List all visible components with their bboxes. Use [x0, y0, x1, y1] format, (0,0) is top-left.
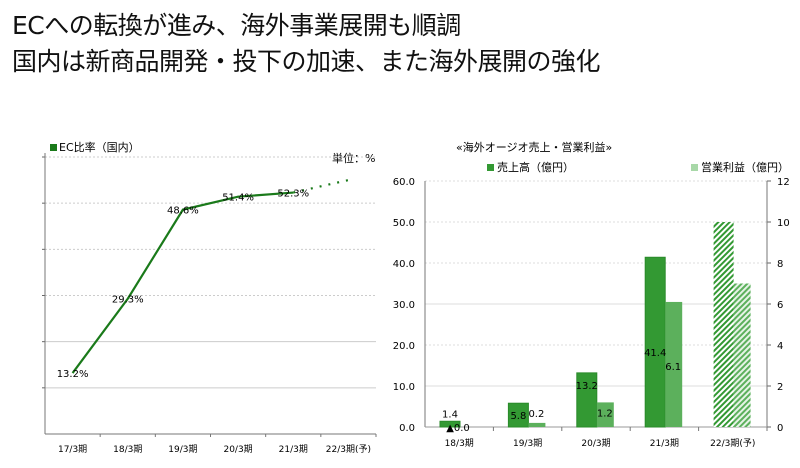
sales-data-label: 41.4 — [644, 348, 666, 359]
profit-data-label: 0.2 — [528, 409, 544, 420]
profit-bar — [665, 301, 683, 427]
profit-data-label: 1.2 — [597, 408, 613, 419]
sales-data-label: 13.2 — [576, 381, 598, 392]
sales-data-label: 1.4 — [442, 409, 458, 420]
y-left-tick-label: 40.0 — [393, 259, 415, 270]
sales-bar — [644, 256, 666, 428]
y-left-tick-label: 0.0 — [399, 423, 415, 434]
y-left-tick-label: 60.0 — [393, 177, 415, 188]
x-tick-label: 18/3期 — [113, 444, 142, 455]
profit-bar — [596, 402, 614, 427]
legend-ec: EC比率（国内） — [59, 140, 140, 154]
x-tick-label: 21/3期 — [650, 438, 679, 449]
legend-sales: 売上高（億円） — [497, 160, 574, 174]
y-right-tick-label: 12 — [777, 177, 790, 188]
sales-bar — [439, 420, 461, 428]
y-right-tick-label: 2 — [777, 382, 783, 393]
y-left-tick-label: 50.0 — [393, 218, 415, 229]
profit-data-label: 6.1 — [665, 362, 681, 373]
x-tick-label: 19/3期 — [513, 438, 542, 449]
sales-bar — [507, 402, 529, 428]
ec-ratio-forecast-line — [293, 179, 349, 194]
sales-data-label: 5.8 — [510, 411, 526, 422]
y-left-tick-label: 10.0 — [393, 382, 415, 393]
headline-2: 国内は新商品開発・投下の加速、また海外展開の強化 — [12, 47, 601, 76]
data-label: 13.2% — [57, 369, 89, 380]
bar-chart-title: «海外オージオ売上・営業利益» — [456, 140, 612, 154]
x-tick-label: 19/3期 — [168, 444, 197, 455]
y-right-tick-label: 0 — [777, 423, 783, 434]
y-left-tick-label: 20.0 — [393, 341, 415, 352]
y-left-tick-label: 30.0 — [393, 300, 415, 311]
legend-swatch-profit — [691, 164, 698, 171]
unit-label: 単位：% — [332, 151, 375, 165]
sales-bar — [576, 372, 598, 428]
data-label: 29.3% — [112, 295, 144, 306]
x-tick-label: 18/3期 — [445, 438, 474, 449]
y-right-tick-label: 6 — [777, 300, 783, 311]
profit-data-label: ▲0.0 — [446, 423, 470, 434]
sales-bar — [713, 222, 734, 427]
x-tick-label: 22/3期(予) — [326, 444, 371, 455]
data-label: 51.4% — [222, 193, 254, 204]
y-right-tick-label: 4 — [777, 341, 783, 352]
ec-ratio-line — [71, 191, 294, 374]
y-right-tick-label: 10 — [777, 218, 790, 229]
x-tick-label: 17/3期 — [58, 444, 87, 455]
profit-bar — [733, 283, 751, 427]
x-tick-label: 22/3期(予) — [710, 438, 755, 449]
x-tick-label: 20/3期 — [223, 444, 252, 455]
data-label: 52.3% — [277, 189, 309, 200]
legend-swatch-ec — [50, 144, 57, 151]
profit-bar — [528, 422, 546, 427]
headline-1: ECへの転換が進み、海外事業展開も順調 — [12, 11, 461, 40]
x-tick-label: 21/3期 — [279, 444, 308, 455]
y-right-tick-label: 8 — [777, 259, 783, 270]
data-label: 48.6% — [167, 206, 199, 217]
legend-swatch-sales — [487, 164, 494, 171]
legend-profit: 営業利益（億円） — [701, 160, 789, 174]
x-tick-label: 20/3期 — [581, 438, 610, 449]
